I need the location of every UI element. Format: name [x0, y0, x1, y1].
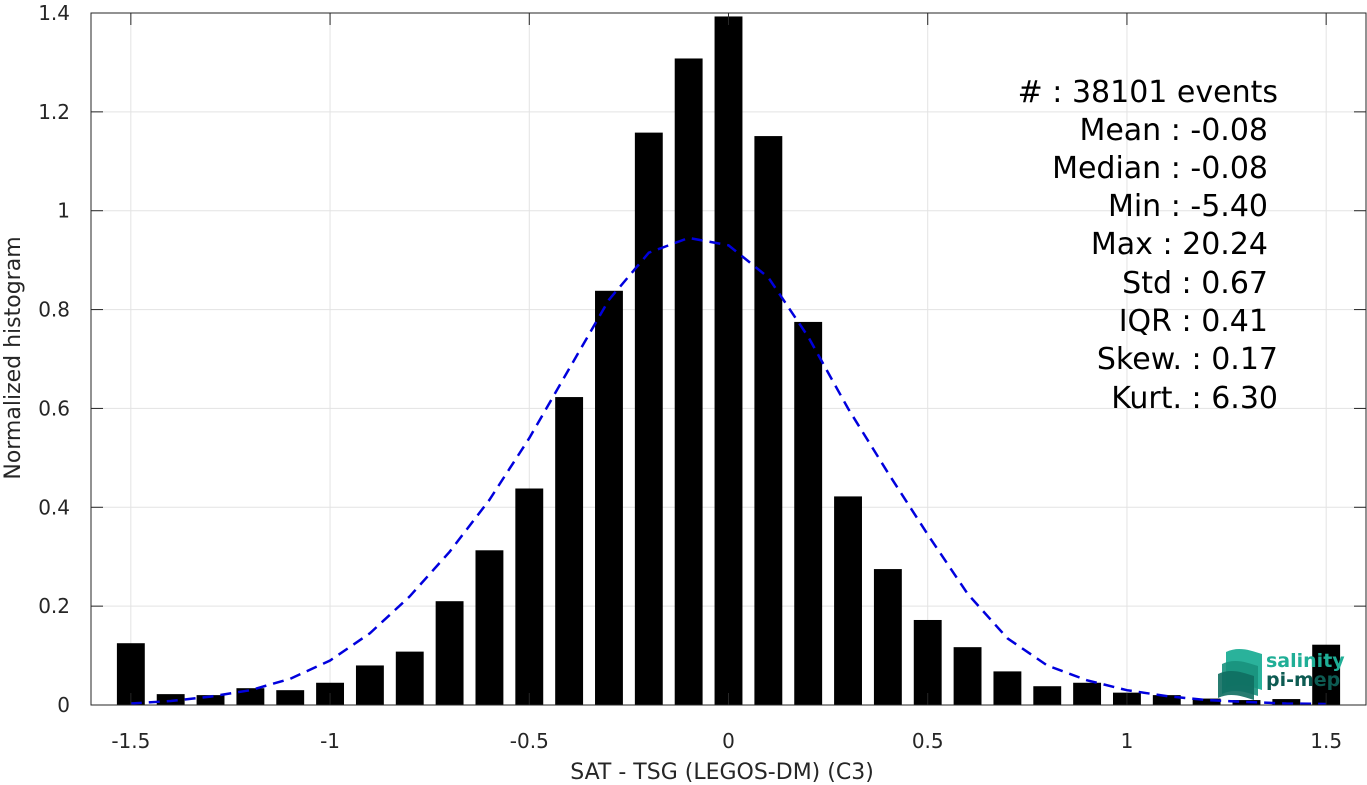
logo-waves-icon — [1218, 648, 1262, 700]
salinity-pimep-logo: salinity pi-mep — [1218, 648, 1345, 700]
stats-annotation: # : 38101 events Mean : -0.08 Median : -… — [1018, 75, 1278, 416]
stat-median: Median : -0.08 — [1052, 151, 1268, 186]
histogram-bar — [674, 58, 703, 705]
y-tick-label: 1.2 — [38, 100, 70, 124]
stat-kurt: Kurt. : 6.30 — [1111, 381, 1278, 416]
stat-std: Std : 0.67 — [1122, 266, 1268, 301]
x-tick-label: -0.5 — [510, 729, 549, 753]
histogram-bar — [913, 619, 942, 705]
y-tick-label: 0 — [57, 693, 70, 717]
x-tick-label: 1 — [1121, 729, 1134, 753]
histogram-bar — [555, 397, 584, 705]
histogram-bar — [953, 647, 982, 705]
x-tick-label: 0 — [722, 729, 735, 753]
histogram-bar — [714, 16, 743, 705]
histogram-bar — [276, 690, 305, 705]
histogram-bar — [355, 665, 384, 705]
y-tick-label: 0.2 — [38, 594, 70, 618]
y-tick-label: 1.4 — [38, 1, 70, 25]
stat-max: Max : 20.24 — [1091, 227, 1268, 262]
y-tick-label: 1 — [57, 199, 70, 223]
histogram-bar — [435, 601, 464, 705]
histogram-bar — [1272, 699, 1301, 705]
histogram-bar — [475, 550, 504, 705]
histogram-bar — [1192, 698, 1221, 705]
y-tick-label: 0.4 — [38, 495, 70, 519]
x-tick-label: -1 — [320, 729, 340, 753]
histogram-bar — [156, 694, 185, 705]
histogram-bar — [1073, 682, 1102, 705]
histogram-bar — [834, 496, 862, 705]
stat-iqr: IQR : 0.41 — [1119, 304, 1268, 339]
x-tick-label: 0.5 — [912, 729, 944, 753]
tick-labels-layer: -1.5 -1 -0.5 0 0.5 1 1.5 0 0.2 0.4 0.6 0.8 1 1.2 1.4 — [38, 1, 1342, 753]
x-tick-label: -1.5 — [111, 729, 150, 753]
histogram-bar — [196, 695, 225, 705]
y-tick-label: 0.6 — [38, 396, 70, 420]
histogram-bar — [395, 651, 424, 705]
stat-min: Min : -5.40 — [1108, 189, 1268, 224]
histogram-bar — [993, 671, 1022, 705]
histogram-bar — [1152, 695, 1181, 705]
stat-skew: Skew. : 0.17 — [1097, 342, 1278, 377]
bars-layer — [116, 16, 1341, 706]
histogram-bar — [634, 132, 663, 706]
histogram-bar — [754, 136, 783, 705]
y-axis-title: Normalized histogram — [1, 236, 26, 479]
logo-line2: pi-mep — [1266, 669, 1340, 691]
gaussian-fit-curve — [130, 236, 1327, 706]
histogram-bar — [515, 488, 544, 705]
logo-line1: salinity — [1266, 650, 1345, 672]
y-tick-label: 0.8 — [38, 298, 70, 322]
stat-mean: Mean : -0.08 — [1079, 113, 1268, 148]
histogram-bar — [794, 321, 823, 705]
axes-layer — [90, 12, 1367, 706]
stat-events: # : 38101 events — [1018, 75, 1278, 110]
x-tick-label: 1.5 — [1310, 729, 1342, 753]
x-axis-title: SAT - TSG (LEGOS-DM) (C3) — [570, 760, 874, 785]
histogram-bar — [595, 290, 623, 705]
histogram-bar — [873, 569, 902, 705]
histogram-bar — [1033, 686, 1062, 705]
